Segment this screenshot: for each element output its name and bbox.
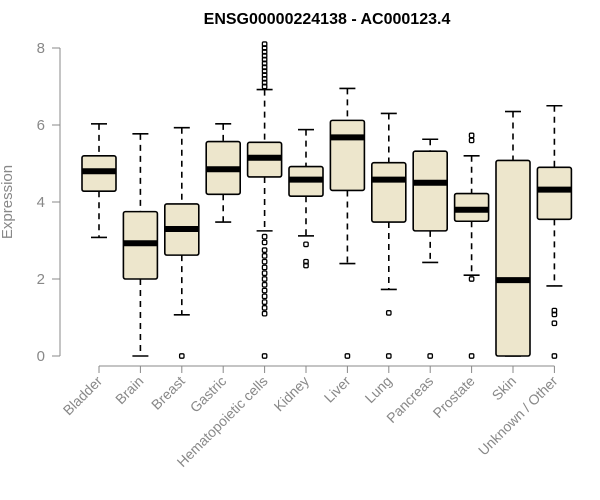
chart-title: ENSG00000224138 - AC000123.4 bbox=[204, 11, 451, 28]
iqr-box bbox=[329, 119, 366, 192]
box-unknown-other bbox=[536, 104, 573, 359]
outlier-point bbox=[261, 270, 268, 277]
outlier-point bbox=[551, 320, 558, 327]
outlier-point bbox=[178, 353, 185, 359]
outlier-point bbox=[303, 241, 309, 248]
outlier-point bbox=[261, 310, 268, 317]
outlier-point bbox=[261, 264, 268, 271]
x-tick-label: Breast bbox=[148, 373, 188, 413]
y-axis: 0 2 4 6 8 bbox=[37, 40, 61, 365]
box-skin bbox=[495, 110, 531, 357]
outlier-point bbox=[468, 137, 475, 144]
box-pancreas bbox=[412, 138, 449, 359]
outlier-point bbox=[261, 253, 268, 259]
outlier-point bbox=[468, 353, 475, 359]
outlier-point bbox=[303, 258, 309, 265]
iqr-box bbox=[536, 166, 573, 221]
y-tick-label: 2 bbox=[37, 271, 45, 288]
box-hematopoietic-cells bbox=[246, 41, 283, 359]
outlier-point bbox=[385, 310, 392, 316]
outlier-point bbox=[427, 353, 434, 359]
outlier-point bbox=[261, 293, 268, 300]
x-tick-label: Liver bbox=[321, 373, 354, 406]
outlier-point bbox=[385, 353, 392, 359]
outlier-point bbox=[261, 353, 268, 359]
box-lung bbox=[370, 112, 407, 359]
x-tick-label: Kidney bbox=[271, 373, 313, 415]
box-prostate bbox=[453, 132, 490, 359]
outlier-point bbox=[261, 299, 268, 305]
x-tick-label: Bladder bbox=[60, 373, 106, 419]
box-liver bbox=[329, 87, 366, 359]
y-tick-label: 0 bbox=[37, 348, 45, 365]
iqr-box bbox=[495, 159, 531, 357]
outlier-point bbox=[344, 353, 351, 359]
outlier-point bbox=[261, 276, 268, 282]
outlier-point bbox=[261, 258, 268, 265]
outlier-point bbox=[468, 132, 475, 139]
outlier-point bbox=[551, 353, 558, 359]
y-tick-label: 6 bbox=[37, 117, 45, 134]
outlier-point bbox=[551, 307, 558, 314]
box-group bbox=[81, 41, 573, 359]
box-brain bbox=[122, 133, 159, 357]
outlier-point bbox=[261, 281, 268, 288]
outlier-point bbox=[261, 305, 268, 311]
outlier-point bbox=[261, 247, 268, 253]
y-tick-label: 8 bbox=[37, 40, 45, 57]
x-tick-label: Unknown / Other bbox=[475, 373, 561, 459]
iqr-box bbox=[412, 150, 449, 232]
box-gastric bbox=[205, 123, 241, 223]
outlier-point bbox=[468, 276, 475, 282]
x-tick-label: Skin bbox=[489, 373, 520, 404]
x-tick-label: Brain bbox=[112, 373, 146, 407]
y-tick-label: 4 bbox=[37, 194, 45, 211]
box-breast bbox=[164, 126, 200, 359]
outlier-point bbox=[261, 41, 268, 48]
x-tick-label: Prostate bbox=[430, 373, 478, 421]
y-axis-label: Expression bbox=[0, 165, 16, 239]
outlier-point bbox=[261, 239, 268, 246]
iqr-box bbox=[370, 161, 407, 223]
outlier-point bbox=[261, 287, 268, 294]
x-tick-label: Lung bbox=[362, 373, 395, 406]
box-kidney bbox=[288, 128, 324, 269]
outlier-point bbox=[261, 233, 268, 240]
box-bladder bbox=[81, 123, 117, 239]
